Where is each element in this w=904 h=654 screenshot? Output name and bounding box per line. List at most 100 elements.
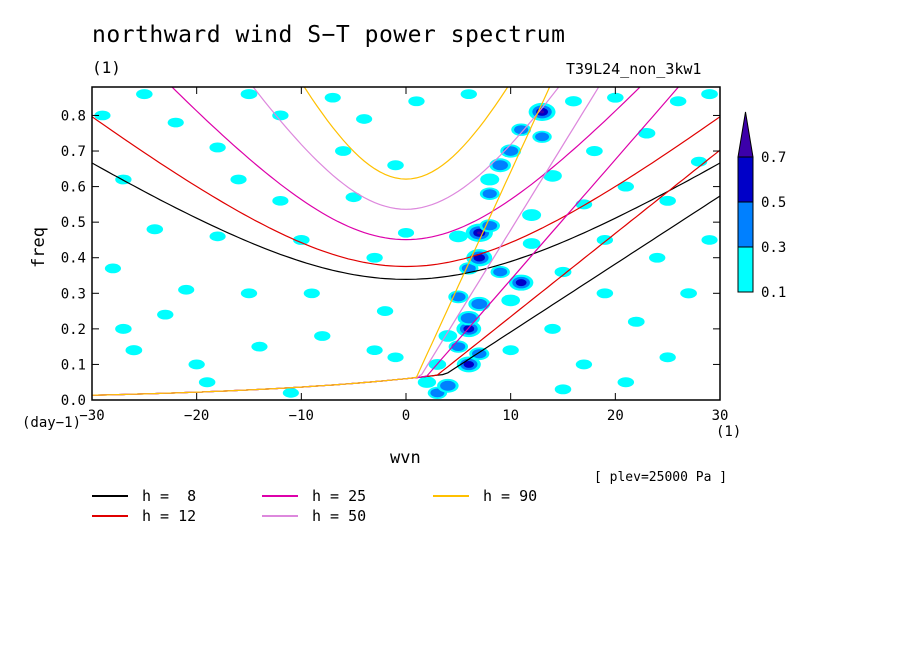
spectrum-blob bbox=[366, 345, 383, 356]
y-tick-label: 0.5 bbox=[61, 215, 86, 231]
spectrum-blob bbox=[209, 142, 226, 153]
spectrum-blob bbox=[575, 359, 593, 370]
spectrum-blob bbox=[94, 110, 111, 121]
y-tick-label: 0.8 bbox=[61, 108, 86, 124]
y-tick-label: 0.4 bbox=[61, 251, 86, 267]
spectrum-blob bbox=[157, 309, 174, 320]
spectrum-blob bbox=[638, 127, 656, 139]
spectrum-blob bbox=[501, 294, 521, 307]
spectrum-blob bbox=[565, 96, 582, 107]
spectrum-blob bbox=[463, 360, 475, 368]
spectrum-blob bbox=[448, 230, 468, 243]
spectrum-blob bbox=[482, 189, 497, 199]
spectrum-blob bbox=[503, 146, 519, 156]
legend-swatch bbox=[262, 495, 298, 497]
spectrum-blob bbox=[659, 352, 676, 363]
legend-swatch bbox=[92, 515, 128, 517]
spectrum-contours bbox=[94, 89, 718, 399]
legend-item-h8: h = 8 bbox=[92, 487, 196, 505]
y-tick-label: 0.3 bbox=[61, 286, 86, 302]
spectrum-blob bbox=[535, 132, 550, 142]
spectrum-blob bbox=[627, 316, 645, 327]
spectrum-blob bbox=[522, 238, 541, 249]
x-tick-label: −20 bbox=[184, 408, 209, 424]
spectrum-blob bbox=[460, 89, 477, 100]
x-tick-label: −30 bbox=[79, 408, 104, 424]
pressure-level-annotation: [ plev=25000 Pa ] bbox=[594, 470, 728, 485]
gravity-curve bbox=[303, 87, 509, 180]
dispersion-curves bbox=[92, 87, 720, 396]
spectrum-blob bbox=[167, 117, 184, 128]
spectrum-blob bbox=[596, 235, 614, 245]
spectrum-blob bbox=[617, 377, 635, 388]
spectrum-blob bbox=[104, 263, 122, 274]
spectrum-blob bbox=[230, 174, 247, 185]
spectrum-blob bbox=[680, 288, 697, 299]
spectrum-blob bbox=[607, 92, 624, 103]
legend-item-h50: h = 50 bbox=[262, 507, 366, 525]
spectrum-blob bbox=[596, 288, 614, 299]
spectrum-blob bbox=[440, 380, 456, 391]
axis-ticks: −30 −20 −10 0 10 20 30 0.0 0.1 0.2 0.3 0.4 0.5 0.6 0.7… bbox=[61, 87, 728, 424]
spectrum-blob bbox=[387, 352, 404, 363]
legend-label: h = 50 bbox=[312, 507, 367, 525]
colorbar-label: 0.7 bbox=[761, 150, 786, 166]
spectrum-blob bbox=[544, 323, 561, 334]
experiment-name: T39L24_non_3kw1 bbox=[566, 60, 702, 78]
plot-frame bbox=[91, 86, 721, 401]
chart-subtitle-unit: (1) bbox=[92, 58, 121, 77]
gravity-curve bbox=[171, 87, 641, 241]
spectrum-blob bbox=[649, 252, 666, 263]
spectrum-blob bbox=[125, 345, 143, 356]
spectrum-blob bbox=[198, 377, 216, 388]
y-tick-label: 0.6 bbox=[61, 180, 86, 196]
spectrum-blob bbox=[366, 252, 383, 263]
spectrum-blob bbox=[554, 384, 572, 395]
colorbar-label: 0.1 bbox=[761, 285, 786, 301]
legend-swatch bbox=[433, 495, 469, 497]
colorbar-segment bbox=[737, 201, 754, 248]
spectrum-blob bbox=[492, 160, 508, 171]
colorbar-segment bbox=[737, 246, 754, 293]
spectrum-blob bbox=[451, 342, 466, 352]
spectrum-blob bbox=[617, 181, 634, 192]
chart-title: northward wind S−T power spectrum bbox=[92, 22, 566, 48]
spectrum-blob bbox=[314, 331, 331, 341]
y-tick-label: 0.2 bbox=[61, 322, 86, 338]
spectrum-blob bbox=[387, 160, 404, 171]
spectrum-blob bbox=[240, 89, 258, 100]
x-tick-label: 0 bbox=[402, 408, 410, 424]
legend-label: h = 12 bbox=[142, 507, 197, 525]
spectrum-blob bbox=[272, 195, 289, 206]
gravity-curve bbox=[252, 87, 560, 210]
spectrum-blob bbox=[477, 231, 482, 235]
spectrum-blob bbox=[522, 209, 542, 222]
spectrum-blob bbox=[669, 96, 687, 107]
gravity-curve bbox=[92, 162, 720, 281]
spectrum-blob bbox=[502, 345, 519, 356]
legend-swatch bbox=[92, 495, 128, 497]
x-tick-label: −10 bbox=[289, 408, 314, 424]
spectrum-blob bbox=[515, 279, 527, 287]
spectrum-blob bbox=[586, 145, 603, 157]
kelvin-curve bbox=[92, 195, 720, 396]
spectrum-blob bbox=[303, 288, 320, 299]
legend-label: h = 25 bbox=[312, 487, 367, 505]
gravity-curve bbox=[92, 116, 720, 268]
kelvin-curve bbox=[92, 87, 551, 396]
legend-label: h = 8 bbox=[142, 487, 197, 505]
spectrum-blob bbox=[482, 221, 498, 231]
spectrum-blob bbox=[209, 231, 226, 242]
spectrum-blob bbox=[282, 388, 299, 398]
legend-item-h90: h = 90 bbox=[433, 487, 537, 505]
spectrum-blob bbox=[701, 89, 718, 100]
y-axis-unit: (day−1) bbox=[22, 415, 82, 431]
colorbar-label: 0.3 bbox=[761, 240, 786, 256]
spectrum-blob bbox=[473, 253, 485, 262]
spectrum-blob bbox=[146, 224, 164, 235]
spectrum-blob bbox=[480, 173, 500, 186]
spectrum-blob bbox=[701, 235, 718, 245]
y-tick-label: 0.1 bbox=[61, 357, 86, 373]
spectrum-blob bbox=[324, 92, 341, 103]
